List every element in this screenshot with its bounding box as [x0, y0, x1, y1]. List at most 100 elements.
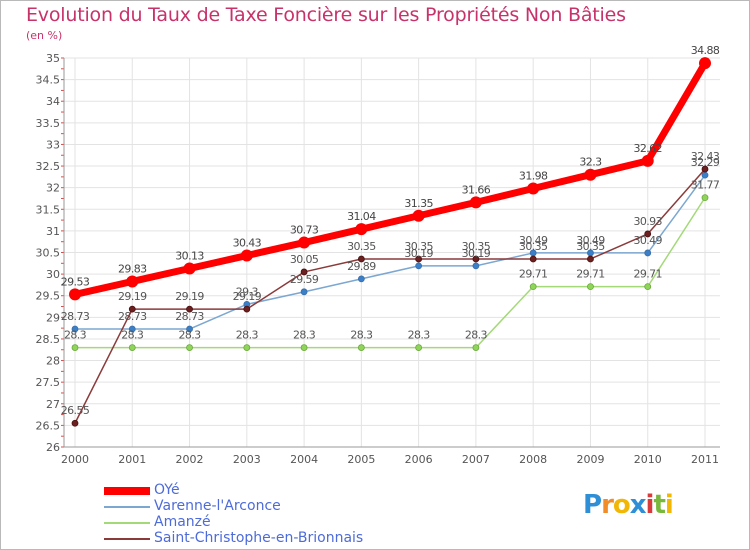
data-label: 29.19	[118, 290, 147, 303]
data-label: 29.71	[519, 268, 548, 281]
data-point	[412, 209, 425, 222]
y-tick-label: 26	[46, 441, 60, 454]
data-point	[355, 223, 368, 236]
y-tick-label: 27	[46, 398, 60, 411]
y-tick-label: 29	[46, 311, 60, 324]
data-point	[472, 344, 480, 351]
chart-title: Evolution du Taux de Taxe Foncière sur l…	[26, 4, 626, 26]
data-label: 29.19	[175, 290, 204, 303]
legend-label: Amanzé	[154, 514, 211, 530]
data-label: 30.49	[576, 234, 605, 247]
data-label: 32.3	[579, 156, 602, 169]
y-tick-label: 34.5	[36, 74, 61, 87]
legend-swatch-varenne	[104, 506, 150, 508]
data-point	[587, 283, 594, 291]
data-point	[357, 255, 365, 263]
legend-swatch-saint-christophe	[104, 538, 150, 540]
x-tick-label: 2003	[233, 453, 261, 466]
y-tick-label: 30	[46, 268, 60, 281]
data-label: 29.59	[290, 273, 319, 286]
data-point	[529, 255, 537, 263]
data-label: 29.71	[576, 268, 605, 281]
y-tick-label: 32.5	[36, 160, 61, 173]
data-point	[186, 325, 193, 333]
data-label: 30.35	[519, 240, 548, 253]
data-point	[644, 249, 652, 257]
data-point	[243, 305, 251, 313]
data-point	[243, 344, 251, 351]
data-label: 31.66	[462, 183, 491, 196]
data-label: 31.77	[691, 179, 720, 192]
logo-letter: r	[601, 490, 614, 520]
y-tick-label: 29.5	[36, 290, 61, 303]
y-tick-label: 26.5	[36, 419, 61, 432]
data-point	[701, 171, 709, 179]
data-label: 28.73	[118, 310, 147, 323]
legend-label: Saint-Christophe-en-Brionnais	[154, 530, 364, 546]
data-label: 30.13	[175, 249, 204, 262]
x-tick-label: 2004	[290, 453, 318, 466]
data-point	[641, 154, 654, 167]
data-point	[644, 230, 652, 238]
data-label: 32.29	[691, 156, 720, 169]
data-label: 32.43	[691, 150, 720, 163]
series-line	[74, 168, 706, 424]
series-line	[74, 196, 706, 349]
data-label: 28.73	[175, 310, 204, 323]
data-label: 28.3	[64, 329, 87, 342]
data-point	[126, 275, 139, 288]
legend-label: Varenne-l'Arconce	[154, 498, 281, 514]
y-tick-label: 33	[46, 138, 60, 151]
x-tick-label: 2011	[691, 453, 719, 466]
data-point	[584, 168, 597, 181]
data-label: 30.93	[633, 215, 662, 228]
data-label: 28.3	[408, 329, 431, 342]
y-tick-label: 35	[46, 52, 60, 65]
data-point	[472, 255, 480, 263]
data-point	[357, 275, 365, 283]
x-tick-label: 2000	[61, 453, 89, 466]
data-label: 29.83	[118, 262, 147, 275]
x-tick-label: 2002	[176, 453, 204, 466]
data-point	[71, 325, 79, 333]
data-point	[415, 255, 423, 263]
data-label: 30.05	[290, 253, 319, 266]
data-point	[298, 236, 311, 249]
data-label: 30.35	[462, 240, 491, 253]
data-label: 30.35	[404, 240, 433, 253]
data-point	[527, 182, 540, 195]
data-point	[186, 344, 193, 351]
unit-label: (en %)	[26, 29, 63, 42]
x-tick-label: 2001	[118, 453, 146, 466]
data-label: 28.3	[121, 329, 144, 342]
data-label: 28.3	[465, 329, 488, 342]
y-tick-label: 31	[46, 225, 60, 238]
data-point	[71, 419, 79, 427]
logo-letter: P	[583, 490, 602, 520]
data-label: 29.19	[233, 290, 262, 303]
y-tick-label: 31.5	[36, 203, 61, 216]
x-tick-label: 2005	[347, 453, 375, 466]
data-label: 30.43	[233, 237, 262, 250]
data-point	[644, 283, 652, 291]
legend-swatch-amanze	[104, 522, 150, 524]
y-tick-label: 33.5	[36, 117, 61, 130]
proxiti-logo: Proxiti	[583, 490, 674, 520]
logo-letter: i	[664, 490, 674, 520]
data-label: 28.3	[293, 329, 316, 342]
data-point	[415, 344, 423, 351]
x-tick-label: 2008	[519, 453, 547, 466]
data-label: 29.3	[236, 285, 259, 298]
logo-letter: x	[629, 490, 647, 520]
series-layer	[69, 57, 711, 427]
data-label: 30.49	[633, 234, 662, 247]
logo-letter: t	[653, 490, 665, 520]
data-label: 28.3	[178, 329, 201, 342]
data-label: 34.88	[691, 44, 720, 57]
x-tick-label: 2006	[405, 453, 433, 466]
data-label-layer: 28.3 28.3 28.3 28.3 28.3 28.3 28.3 28.3 29.71 29.…	[61, 44, 721, 417]
data-label: 28.73	[61, 310, 90, 323]
data-point	[186, 305, 193, 313]
data-point	[529, 283, 537, 291]
